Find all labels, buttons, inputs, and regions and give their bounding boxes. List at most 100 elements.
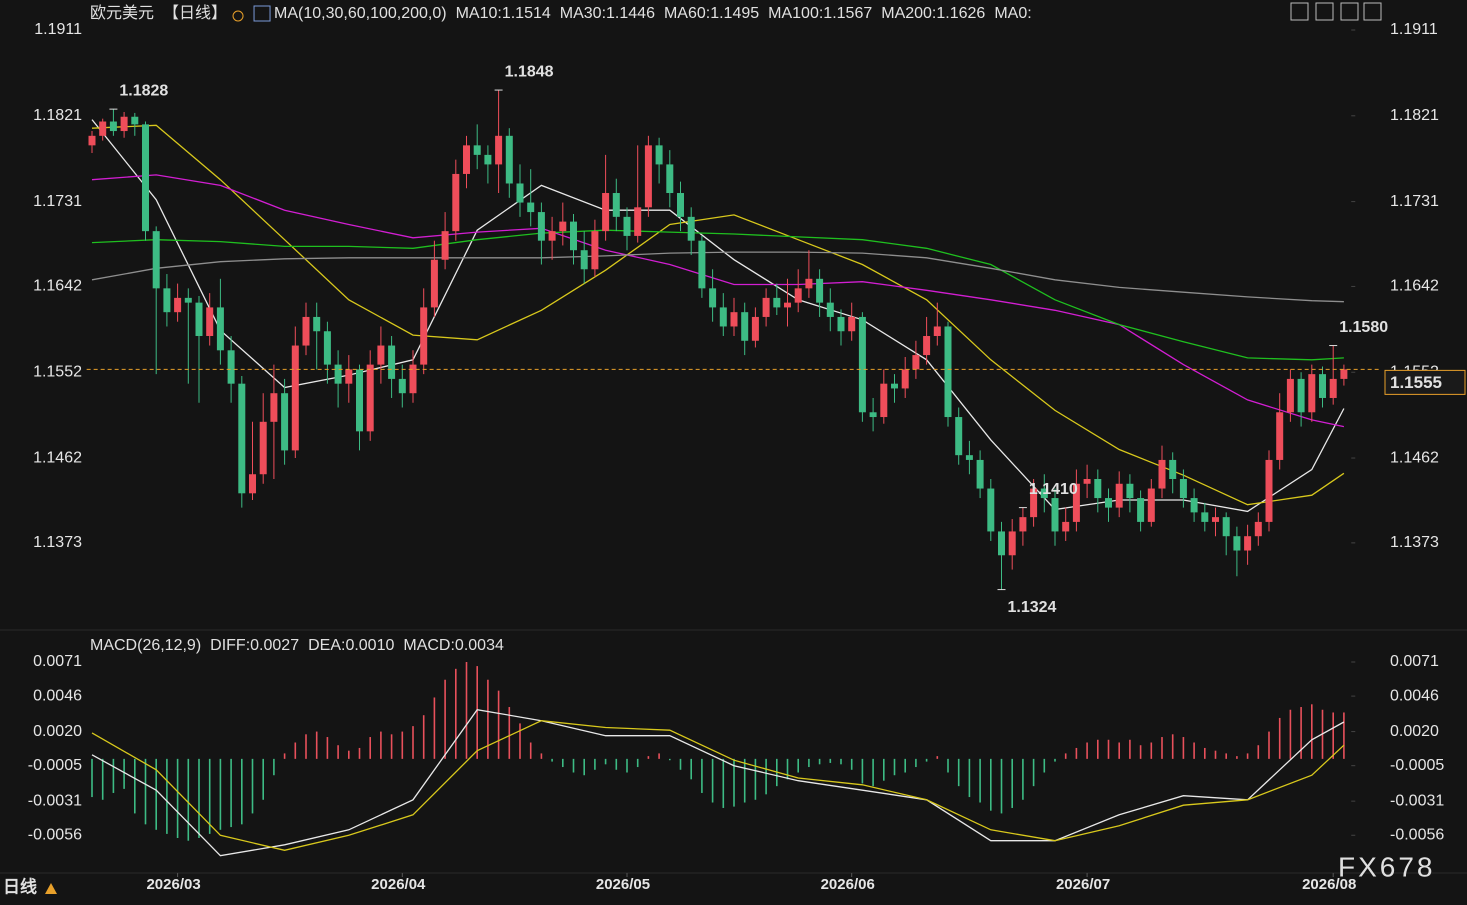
candle-body xyxy=(1233,536,1241,551)
period-tab[interactable]: 日线 xyxy=(3,876,37,896)
y-tick-label: 1.1731 xyxy=(33,193,82,210)
candle-body xyxy=(602,193,610,232)
candle-body xyxy=(195,302,203,337)
legend-entry: MA200:1.1626 xyxy=(881,5,985,22)
candle-body xyxy=(655,145,663,165)
candle-body xyxy=(1051,498,1059,532)
toolbar-icons[interactable] xyxy=(1290,2,1382,21)
candle-body xyxy=(858,316,866,413)
candle-body xyxy=(837,316,845,332)
candle-body xyxy=(131,116,139,125)
candle-body xyxy=(869,412,877,418)
annotation: 1.1410 xyxy=(1029,481,1078,498)
candle-body xyxy=(1276,412,1284,460)
candle-body xyxy=(270,393,278,422)
candle-body xyxy=(99,121,107,136)
candle-body xyxy=(206,307,214,337)
candle-body xyxy=(484,154,492,165)
icon-crosshair[interactable] xyxy=(232,10,244,22)
candle-body xyxy=(249,474,256,494)
ma-line xyxy=(91,708,1345,857)
x-tick-label: 2026/06 xyxy=(821,876,875,893)
legend-entry: DEA:0.0010 xyxy=(308,637,394,654)
title: MACD(26,12,9) xyxy=(90,637,201,654)
x-tick-label: 2026/04 xyxy=(371,876,426,893)
candle-body xyxy=(591,231,599,270)
y-tick-label-right: 1.1821 xyxy=(1390,107,1439,124)
candle-body xyxy=(1147,488,1155,522)
x-tick-label: 2026/07 xyxy=(1056,876,1110,893)
y-tick-label-right: 1.1731 xyxy=(1390,193,1439,210)
annotation: 1.1580 xyxy=(1339,319,1388,336)
y-tick-label-right: 0.0046 xyxy=(1390,687,1439,704)
y-tick-label-right: 0.0071 xyxy=(1390,653,1439,670)
y-tick-label: 1.1642 xyxy=(33,278,82,295)
x-tick-label: 2026/03 xyxy=(146,876,200,893)
candle-body xyxy=(848,316,856,332)
candle-body xyxy=(1308,374,1316,413)
icon[interactable] xyxy=(1315,2,1334,21)
candle-body xyxy=(281,393,289,451)
price-label: 1.1555 xyxy=(1390,373,1442,392)
candle-body xyxy=(1222,517,1230,537)
candle-body xyxy=(174,297,182,313)
y-tick-label-right: -0.0056 xyxy=(1390,826,1444,843)
candle-body xyxy=(976,459,984,489)
candle-body xyxy=(184,297,192,303)
candle-body xyxy=(677,193,684,217)
candle-body xyxy=(805,278,813,289)
candle-body xyxy=(816,278,824,303)
candle-body xyxy=(356,369,363,432)
candle-body xyxy=(751,316,759,341)
title: 欧元美元 xyxy=(90,4,154,22)
y-tick-label: 1.1552 xyxy=(33,363,82,380)
candle-body xyxy=(1190,498,1198,513)
candle-body xyxy=(612,193,620,217)
candle-body xyxy=(142,124,149,232)
candle-body xyxy=(698,240,706,289)
candle-body xyxy=(1083,479,1091,484)
candle-body xyxy=(452,173,460,232)
icon[interactable] xyxy=(1363,2,1382,21)
candle-body xyxy=(580,250,588,270)
candle-body xyxy=(912,355,920,370)
y-tick-label-right: -0.0005 xyxy=(1390,757,1444,774)
candle-body xyxy=(570,221,577,251)
candle-body xyxy=(1179,479,1187,499)
candle-body xyxy=(409,364,417,394)
candle-body xyxy=(1072,483,1080,522)
candle-body xyxy=(891,383,898,389)
candle-body xyxy=(398,378,406,394)
icon-indicator[interactable] xyxy=(253,5,271,22)
indicator: MA(10,30,60,100,200,0) xyxy=(274,5,447,22)
price-box xyxy=(1384,369,1466,395)
candle-body xyxy=(88,135,96,146)
candle-body xyxy=(216,307,224,351)
candle-body xyxy=(762,297,770,317)
tab-arrow[interactable] xyxy=(45,883,57,894)
candle-body xyxy=(548,231,556,241)
y-tick-label-right: 0.0020 xyxy=(1390,723,1439,740)
candle-body xyxy=(1340,369,1348,379)
candle-body xyxy=(944,326,952,418)
candle-body xyxy=(773,297,781,308)
candle-body xyxy=(516,183,524,203)
y-tick-label: 1.1911 xyxy=(34,21,82,38)
period: 【日线】 xyxy=(163,4,227,22)
candle-body xyxy=(1265,459,1273,522)
legend-entry: MA0: xyxy=(994,5,1031,22)
ma-line xyxy=(91,229,1344,361)
candle-body xyxy=(238,383,246,494)
candle-body xyxy=(495,135,503,165)
candle-body xyxy=(998,531,1005,556)
icon[interactable] xyxy=(1340,2,1359,21)
annotation: 1.1848 xyxy=(505,63,554,80)
candle-body xyxy=(687,216,695,241)
icon[interactable] xyxy=(1290,2,1309,21)
candle-body xyxy=(366,364,374,432)
y-tick-label: 1.1373 xyxy=(33,534,82,551)
candle-body xyxy=(1254,521,1262,537)
ma-line xyxy=(91,251,1344,303)
y-tick-label-right: 1.1462 xyxy=(1390,449,1439,466)
